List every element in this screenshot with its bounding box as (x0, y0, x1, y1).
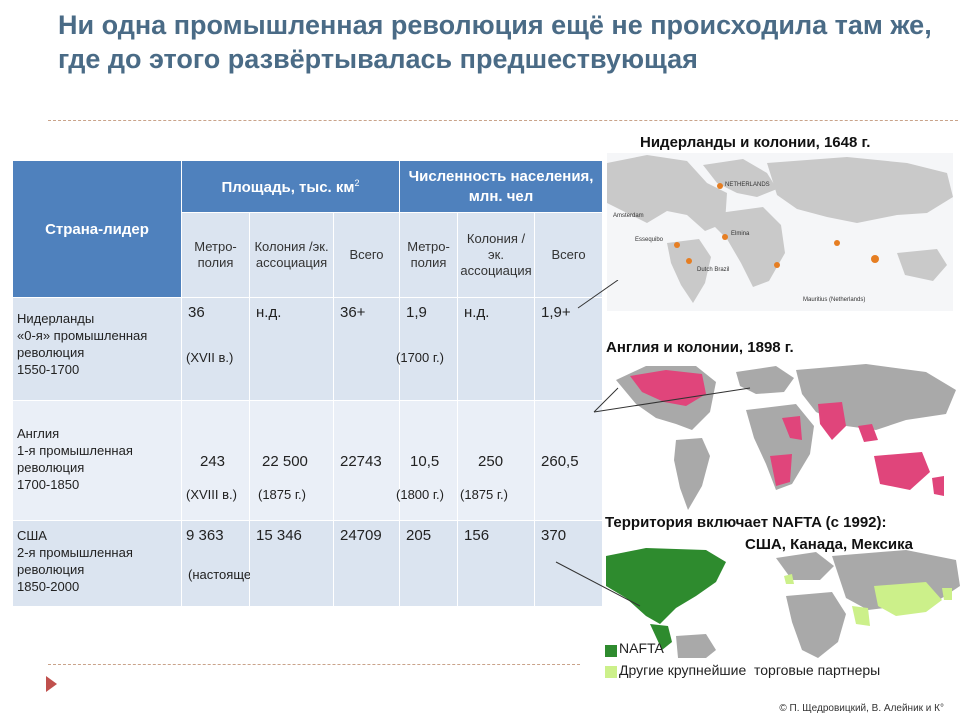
subheader-pop-colony: Колония / эк. ассоциация (457, 212, 536, 298)
leader-cell: Нидерланды «0-я» промышленная революция … (12, 297, 182, 401)
pop-colony-cell: 156 (457, 520, 536, 607)
pop-total-cell: 1,9+ (534, 297, 604, 401)
value: н.д. (256, 304, 282, 321)
value: 22 500 (262, 453, 308, 470)
england-map-title: Англия и колонии, 1898 г. (606, 339, 794, 356)
slide-title: Ни одна промышленная революция ещё не пр… (58, 10, 932, 74)
value: 243 (200, 453, 226, 470)
area-colony-cell: 22 500 (1875 г.) (249, 400, 334, 521)
table-row: Англия 1-я промышленная революция 1700-1… (12, 400, 604, 521)
pop-metro-cell: 10,5 (1800 г.) (396, 400, 459, 521)
pop-total-cell: 260,5 (534, 400, 604, 521)
subheader-area-total: Всего (332, 212, 401, 298)
value: 15 346 (256, 527, 302, 544)
pointer-lines (577, 280, 619, 413)
map-label-elmina: Elmina (731, 231, 750, 237)
note: (XVIII в.) (186, 487, 237, 502)
area-metro-cell: 9 363 (настоящее время) (181, 520, 304, 607)
value: 250 (478, 453, 504, 470)
subheader-area-colony: Колония /эк. ассоциация (249, 212, 334, 298)
area-metro-cell: 36 (XVII в.) (181, 297, 250, 401)
leader-cell: США 2-я промышленная революция 1850-2000 (12, 520, 182, 607)
legend-partners-label: Другие крупнейшие торговые партнеры (619, 662, 881, 678)
table-row: Нидерланды «0-я» промышленная революция … (12, 297, 604, 401)
value: 36+ (340, 304, 366, 321)
pop-total-cell: 370 (534, 520, 604, 607)
value: 260,5 (541, 453, 579, 470)
map-label-essequibo: Essequibo (635, 237, 664, 243)
area-total-cell: 22743 (332, 400, 401, 521)
pointer-line-england (594, 387, 751, 413)
next-arrow-icon[interactable] (46, 676, 57, 692)
map-label-mauritius: Mauritius (Netherlands) (803, 297, 865, 303)
header-leader: Страна-лидер (12, 160, 182, 298)
legend-partners-swatch (605, 666, 617, 678)
area-colony-cell: н.д. (249, 297, 334, 401)
area-total-cell: 24709 (332, 520, 401, 607)
value: 205 (406, 527, 432, 544)
area-metro-cell: 243 (XVIII в.) (181, 400, 250, 521)
value: 1,9+ (541, 304, 571, 321)
value: 36 (188, 304, 205, 321)
note: (1700 г.) (396, 350, 444, 365)
area-total-cell: 36+ (332, 297, 401, 401)
map-label-dutch-brazil: Dutch Brazil (697, 267, 729, 273)
value: 24709 (340, 527, 382, 544)
nafta-map-title-line2: США, Канада, Мексика (745, 536, 913, 553)
pop-colony-cell: н.д. (457, 297, 536, 401)
pointer-line-nafta (555, 561, 641, 607)
copyright: © П. Щедровицкий, В. Алейник и К° (779, 703, 944, 714)
subheader-pop-total: Всего (534, 212, 604, 298)
value: 22743 (340, 453, 382, 470)
nafta-map-title-line1: Территория включает NAFTA (с 1992): (605, 514, 887, 531)
bottom-divider (48, 664, 580, 665)
value: н.д. (464, 304, 490, 321)
value: 370 (541, 527, 567, 544)
header-population: Численность населения, млн. чел (399, 160, 604, 213)
subheader-area-metro: Метро-полия (181, 212, 250, 298)
table-row: США 2-я промышленная революция 1850-2000… (12, 520, 604, 607)
header-area: Площадь, тыс. км2 (180, 160, 401, 213)
area-colony-cell: 15 346 (249, 520, 334, 607)
legend-nafta-label: NAFTA (619, 640, 664, 656)
subheader-pop-metro: Метро-полия (399, 212, 459, 298)
map-label-netherlands: NETHERLANDS (725, 182, 770, 188)
value: 9 363 (186, 527, 224, 544)
top-divider (48, 120, 960, 121)
value: 156 (464, 527, 490, 544)
note: (1800 г.) (396, 487, 444, 502)
note: (XVII в.) (186, 350, 234, 365)
leader-cell: Англия 1-я промышленная революция 1700-1… (12, 400, 182, 521)
pop-metro-cell: 205 (399, 520, 459, 607)
map-label-amsterdam: Amsterdam (613, 213, 644, 219)
value: 10,5 (410, 453, 440, 470)
netherlands-map-title: Нидерланды и колонии, 1648 г. (640, 134, 871, 151)
england-colonies-map (616, 364, 956, 510)
pop-metro-cell: 1,9 (1700 г.) (396, 297, 459, 401)
revolutions-table: Страна-лидер Площадь, тыс. км2 Численнос… (12, 160, 604, 607)
value: 1,9 (406, 304, 427, 321)
note: (1875 г.) (258, 487, 306, 502)
netherlands-colonies-map: NETHERLANDS Amsterdam Essequibo Dutch Br… (607, 153, 953, 311)
pop-colony-cell: 250 (1875 г.) (457, 400, 536, 521)
legend-nafta-swatch (605, 645, 617, 657)
note: (1875 г.) (460, 487, 508, 502)
nafta-map (606, 548, 960, 658)
